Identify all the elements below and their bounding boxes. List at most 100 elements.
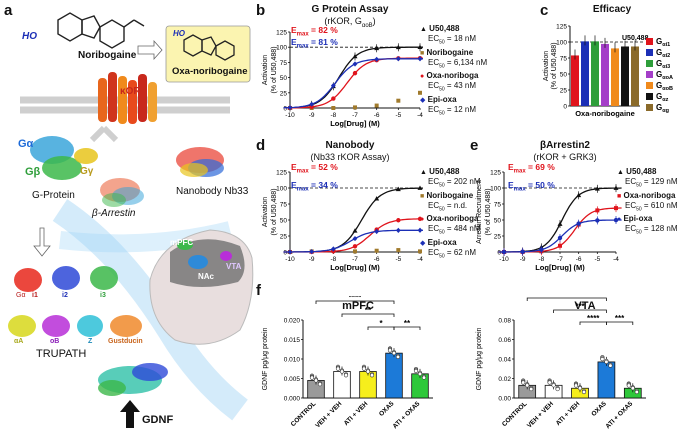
data-point [613,217,619,223]
y-tick-label: 125 [556,24,567,31]
legend-ec: EC50 = 128 nM [625,224,678,236]
nanobody-structure [176,147,224,177]
y-tick-label: 125 [490,170,501,177]
y-tick-label: 0.005 [284,376,301,383]
y-tick-label: 0.08 [498,318,511,325]
x-tick-label: OXA5 [590,400,608,418]
x-axis-title: Log[Drug] (M) [535,263,585,272]
y-tick-label: 75 [560,56,568,63]
data-point [374,103,379,108]
legend-item: ◆ Epi-oxa [420,237,457,247]
data-dot [521,380,526,385]
legend-swatch [646,60,653,67]
subunit-oa: αA [14,338,24,345]
significance-bracket [526,297,607,301]
x-tick-label: -9 [309,256,315,263]
panel-d-chart: 0 25 50 75 100 125 -10 -9 -8 -7 -6 -5 -4 Log[Drug] (M… [262,170,423,272]
data-point [520,249,525,254]
significance-label: ** [404,319,411,328]
panel-d-legend: ▲ U50,488 EC50 = 202 nM ■ Noribogaine EC… [420,167,495,261]
data-dot [547,380,552,385]
data-point [558,243,562,248]
x-tick-label: ATI + OXA5 [604,400,634,430]
panel-c-title: Efficacy [592,4,632,15]
data-dot [529,386,534,392]
panel-e-chart: 0 25 50 75 100 125 -10 -9 -8 -7 -6 -5 -4 Log[Drug] (M… [476,170,622,272]
vta-region-label: VTA [226,262,242,271]
nanobody-label: Nanobody Nb33 [176,186,249,197]
y-axis-title: Activation [262,55,269,85]
y-axis-subtitle: (% of U50,488) [271,188,278,235]
data-dot [581,389,587,395]
subunit-gustducin: Gustducin [108,338,143,345]
data-point [501,249,507,255]
trupath-subunits [8,266,142,337]
data-dot [339,369,345,374]
y-tick-label: 75 [494,202,502,209]
x-tick-label: -9 [520,256,526,263]
legend-item: ■ Noribogaine [420,190,474,200]
panel-label-b: b [256,2,266,19]
x-tick-label: -7 [352,256,358,263]
oxa-noribogaine-structure [183,34,235,61]
panel-c-chart: 0 25 50 75 100 125 Oxa-noribogaine Activation (%… [543,24,673,119]
data-point [309,249,315,255]
mpfc-region-label: mPFC [170,238,194,247]
x-tick-label: -8 [330,256,336,263]
x-tick-label: VEH + VEH [314,400,343,429]
data-dot [600,357,605,362]
noribogaine-structure [57,12,145,49]
curve-u50 [283,46,423,109]
y-tick-label: 0.00 [498,396,511,403]
subunit-i3: i3 [100,292,106,299]
legend-label: Gαg [656,103,669,114]
y-tick-label: 0.04 [498,357,511,364]
y-tick-label: 25 [494,234,502,241]
data-dot [395,354,401,359]
x-tick-label: -4 [417,112,423,119]
legend-ec: EC50 = 18 nM [428,34,477,46]
x-tick-label: -5 [395,112,401,119]
data-point [374,196,380,201]
panel-b-subtitle: (rKOR, GαoB) [324,16,376,29]
legend-swatch [646,49,653,56]
legend-ec: EC50 = 6,134 nM [428,57,488,70]
significance-label: *** [575,302,585,311]
noribogaine-label: Noribogaine [78,50,137,61]
data-point [395,227,401,233]
panel-d-subtitle: (Nb33 rKOR Assay) [310,152,390,162]
legend-label: Gαi2 [656,48,670,59]
data-point [396,218,401,223]
y-tick-label: 0 [497,250,501,257]
significance-bracket [341,313,395,317]
data-point [395,186,401,192]
legend-swatch [646,38,653,45]
data-point [309,104,314,110]
y-tick-label: 75 [280,202,288,209]
data-point [309,101,315,107]
data-dot [551,383,556,388]
data-point [613,185,619,190]
data-dot [555,386,560,392]
panel-b-emax-red: Emax = 82 % [291,25,338,38]
data-point [539,247,544,252]
data-dot [417,371,423,376]
oxa-ho-label: HO [173,29,185,38]
bar-OXA5 [597,361,616,399]
data-point [418,90,422,95]
y-tick-label: 50 [494,218,502,225]
data-dot [391,351,397,356]
panel-e-legend: ▲ U50,488 EC50 = 129 nM ■ Oxa-noriboga E… [617,167,685,238]
legend-swatch [646,104,653,111]
significance-label: *** [615,314,625,323]
data-point [331,96,336,101]
x-tick-label: -6 [374,112,380,119]
legend-swatch [646,93,653,100]
legend-label: Gαz [656,92,669,103]
legend-item: ▲ U50,488 [617,167,657,176]
legend-ec: EC50 = 202 nM [428,177,481,189]
data-point [557,235,563,241]
gdnf-up-arrow-icon [120,400,140,428]
kor-receptor [98,72,157,124]
y-tick-label: 100 [556,40,567,47]
